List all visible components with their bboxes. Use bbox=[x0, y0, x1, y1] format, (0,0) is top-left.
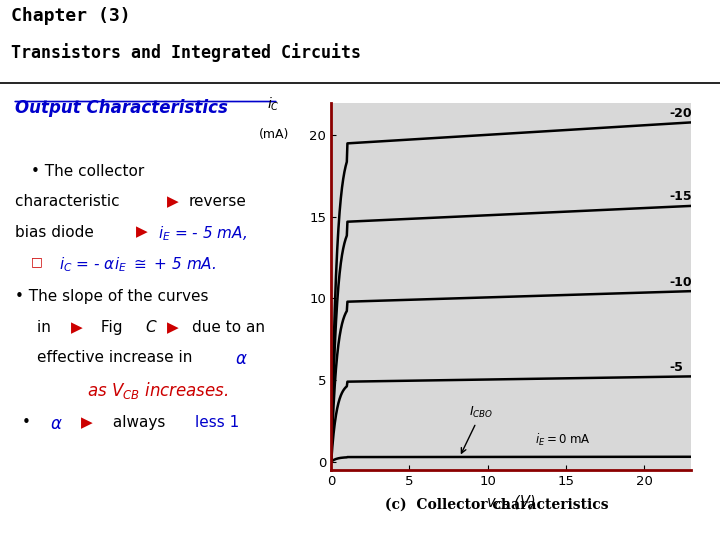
Text: in: in bbox=[37, 320, 56, 335]
Text: $i_E = 0$ mA: $i_E = 0$ mA bbox=[535, 431, 590, 448]
X-axis label: $v_{CB}$ (V): $v_{CB}$ (V) bbox=[486, 493, 536, 511]
Text: • The slope of the curves: • The slope of the curves bbox=[16, 289, 209, 305]
Text: always: always bbox=[108, 415, 171, 430]
Text: ▶: ▶ bbox=[167, 320, 179, 335]
Text: Transistors and Integrated Circuits: Transistors and Integrated Circuits bbox=[11, 43, 361, 62]
Text: $\alpha$: $\alpha$ bbox=[50, 415, 62, 433]
Text: •: • bbox=[22, 415, 30, 430]
Text: reverse: reverse bbox=[189, 194, 247, 210]
Text: -15: -15 bbox=[670, 191, 692, 204]
Text: ▶: ▶ bbox=[71, 320, 83, 335]
Text: less 1: less 1 bbox=[195, 415, 239, 430]
Text: (c)  Collector characteristics: (c) Collector characteristics bbox=[385, 498, 608, 512]
Text: Output Characteristics: Output Characteristics bbox=[16, 99, 228, 117]
Text: as $V_{CB}$ increases.: as $V_{CB}$ increases. bbox=[86, 380, 228, 401]
Text: ▶: ▶ bbox=[81, 415, 92, 430]
Text: C: C bbox=[145, 320, 156, 335]
Text: $i_C$: $i_C$ bbox=[267, 95, 280, 113]
Text: bias diode: bias diode bbox=[16, 225, 94, 240]
Text: (mA): (mA) bbox=[258, 129, 289, 141]
Text: $i_E$ = - 5 mA,: $i_E$ = - 5 mA, bbox=[158, 225, 247, 244]
Text: $\alpha$: $\alpha$ bbox=[235, 350, 248, 368]
Text: -20: -20 bbox=[670, 107, 692, 120]
Text: due to an: due to an bbox=[192, 320, 265, 335]
Text: Chapter (3): Chapter (3) bbox=[11, 7, 130, 25]
Text: -5: -5 bbox=[670, 361, 683, 374]
Text: -10: -10 bbox=[670, 276, 692, 289]
Text: ▶: ▶ bbox=[136, 225, 148, 240]
Text: effective increase in: effective increase in bbox=[37, 350, 192, 365]
Text: • The collector: • The collector bbox=[31, 164, 144, 179]
Text: characteristic: characteristic bbox=[16, 194, 125, 210]
Text: □: □ bbox=[31, 255, 42, 268]
Text: $i_C$ = - $\alpha i_E$ $\cong$ + 5 mA.: $i_C$ = - $\alpha i_E$ $\cong$ + 5 mA. bbox=[59, 255, 216, 274]
Text: ▶: ▶ bbox=[167, 194, 179, 210]
Text: Fig: Fig bbox=[96, 320, 127, 335]
Text: $I_{CBO}$: $I_{CBO}$ bbox=[462, 405, 493, 453]
